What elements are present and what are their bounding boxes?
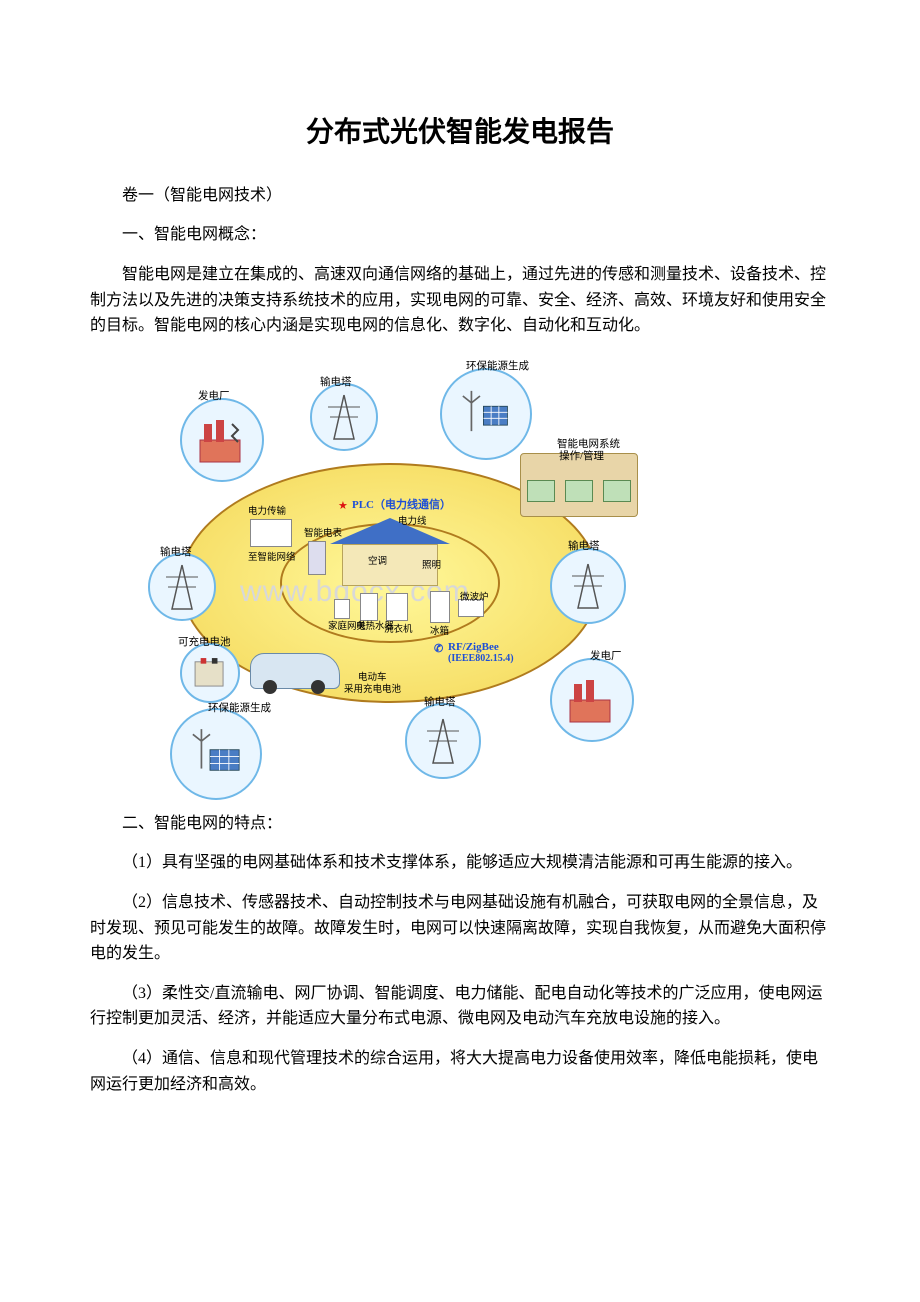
house-small-icon <box>250 519 292 547</box>
to-net-label: 至智能网络 <box>248 551 296 566</box>
fridge-icon <box>430 591 450 623</box>
feature-2: （2）信息技术、传感器技术、自动控制技术与电网基础设施有机融合，可获取电网的全景… <box>90 890 830 967</box>
trans-label: 电力传输 <box>248 505 286 520</box>
center-house <box>330 518 450 588</box>
node-power-plant-br <box>550 658 634 742</box>
feature-1: （1）具有坚强的电网基础体系和技术支撑体系，能够适应大规模清洁能源和可再生能源的… <box>90 850 830 876</box>
label-tower-bottom: 输电塔 <box>424 695 456 712</box>
gateway-icon <box>334 599 350 619</box>
node-eco-tr <box>440 368 532 460</box>
heater-icon <box>360 593 378 621</box>
label-tower-top: 输电塔 <box>320 375 352 392</box>
node-power-plant-tl <box>180 398 264 482</box>
ac-label: 空调 <box>368 555 387 570</box>
label-plant-br: 发电厂 <box>590 649 622 666</box>
node-tower-top <box>310 383 378 451</box>
rf-icon: ✆ <box>434 641 443 659</box>
node-eco-bl <box>170 708 262 800</box>
page-title: 分布式光伏智能发电报告 <box>90 110 830 155</box>
label-tower-right: 输电塔 <box>568 539 600 556</box>
mgmt-label-2: 操作/管理 <box>559 449 604 466</box>
washer-label: 洗衣机 <box>384 623 413 638</box>
feature-3: （3）柔性交/直流输电、网厂协调、智能调度、电力储能、配电自动化等技术的广泛应用… <box>90 981 830 1032</box>
plc-label: PLC（电力线通信） <box>352 497 451 515</box>
label-battery: 可充电电池 <box>178 635 231 652</box>
washer-icon <box>386 593 408 621</box>
powerline-label: 电力线 <box>398 515 427 530</box>
smart-meter-icon <box>308 541 326 575</box>
label-plant-tl: 发电厂 <box>198 389 230 406</box>
meter-label: 智能电表 <box>304 529 342 539</box>
label-eco-bl: 环保能源生成 <box>208 701 271 718</box>
label-tower-left: 输电塔 <box>160 545 192 562</box>
paragraph-intro: 智能电网是建立在集成的、高速双向通信网络的基础上，通过先进的传感和测量技术、设备… <box>90 262 830 339</box>
plc-star-icon: ★ <box>338 498 348 516</box>
rf-ieee-label: (IEEE802.15.4) <box>448 651 514 667</box>
light-label: 照明 <box>422 559 441 574</box>
section-label: 卷一（智能电网技术） <box>90 183 830 209</box>
node-battery <box>180 643 240 703</box>
node-tower-bottom <box>405 703 481 779</box>
feature-4: （4）通信、信息和现代管理技术的综合运用，将大大提高电力设备使用效率，降低电能损… <box>90 1046 830 1097</box>
node-tower-left <box>148 553 216 621</box>
node-tower-right <box>550 548 626 624</box>
ev-label-2: 采用充电电池 <box>344 683 401 698</box>
heading-1: 一、智能电网概念： <box>90 222 830 248</box>
label-eco-tr: 环保能源生成 <box>466 359 529 376</box>
microwave-label: 微波炉 <box>460 591 489 606</box>
ev-car-icon <box>250 653 340 689</box>
smart-grid-diagram: www.bdocx.com 智能电网系统 操作/管理 发电厂 输电塔 环保能源生… <box>130 353 650 793</box>
fridge-label: 冰箱 <box>430 625 449 640</box>
heading-2: 二、智能电网的特点： <box>90 811 830 837</box>
